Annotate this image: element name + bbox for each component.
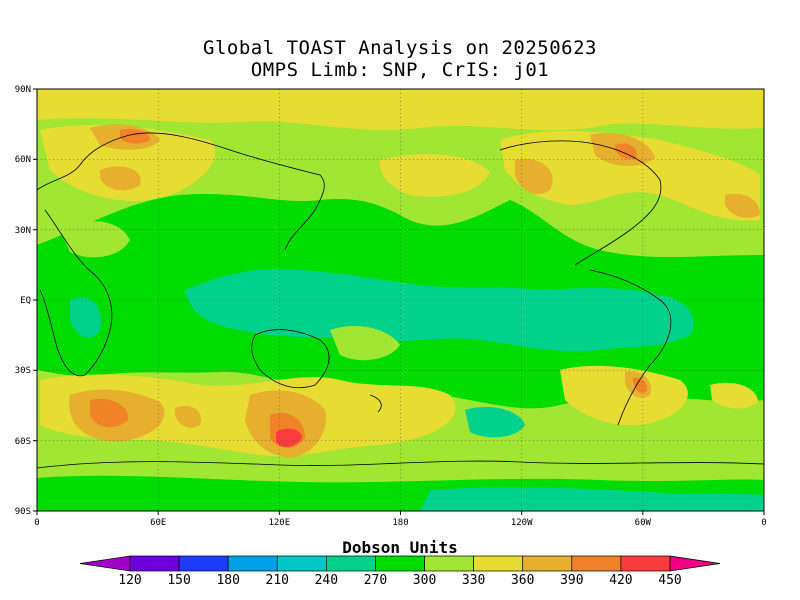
colorbar-label: 270 <box>364 573 387 588</box>
field-360-southamerica <box>560 365 688 426</box>
colorbar-swatch <box>620 555 671 572</box>
coastline-south-america <box>589 269 672 426</box>
colorbar-label: 120 <box>118 573 141 588</box>
colorbar-label: 240 <box>315 573 338 588</box>
coastline-australia <box>251 329 330 389</box>
colorbar-swatch <box>424 555 474 572</box>
coastlines <box>37 132 764 469</box>
colorbar: 120 150 180 210 240 270 300 330 360 390 420 450 <box>79 555 721 588</box>
ozone-field <box>37 89 764 511</box>
lon-label-60w: 60W <box>635 518 652 528</box>
colorbar-swatch <box>178 555 229 572</box>
colorbar-swatch <box>522 555 573 572</box>
field-420-southindian <box>90 398 129 428</box>
colorbar-label: 180 <box>216 573 239 588</box>
field-420-europe <box>120 128 150 144</box>
colorbar-label: 420 <box>609 573 632 588</box>
colorbar-swatch <box>129 555 180 572</box>
colorbar-swatch <box>473 555 524 572</box>
field-270-south-pacific <box>465 406 525 438</box>
coastline-north-america <box>499 140 662 266</box>
colorbar-swatch <box>326 555 376 572</box>
lon-label-120w: 120W <box>511 518 533 528</box>
colorbar-swatch <box>276 555 327 572</box>
lat-label-60s: 60S <box>15 437 31 447</box>
field-390-alaska <box>515 159 553 195</box>
colorbar-label: 150 <box>167 573 190 588</box>
field-270-africa <box>70 297 101 338</box>
lon-label-60e: 60E <box>150 518 166 528</box>
colorbar-label: 360 <box>511 573 534 588</box>
coastline-eurasia <box>37 132 325 251</box>
field-360-pacific <box>379 154 490 197</box>
field-360-america <box>500 130 760 221</box>
field-390-asia <box>100 166 141 191</box>
chart-title-line2: OMPS Limb: SNP, CrIS: j01 <box>250 59 550 81</box>
lon-label-0-left: 0 <box>34 518 39 528</box>
colorbar-label: 210 <box>266 573 289 588</box>
colorbar-arrow-low <box>79 555 131 572</box>
colorbar-swatch <box>227 555 278 572</box>
field-420-canada <box>615 143 637 160</box>
coastline-new-zealand <box>369 394 382 413</box>
field-270-tropics <box>185 268 694 352</box>
colorbar-swatch <box>571 555 622 572</box>
colorbar-title: Dobson Units <box>342 538 458 557</box>
field-360-eurasia <box>40 125 216 201</box>
lon-label-0-right: 0 <box>761 518 766 528</box>
field-390-atlantic <box>725 193 760 218</box>
lat-label-90n: 90N <box>15 85 31 95</box>
colorbar-swatch <box>375 555 425 572</box>
chart-title-line1: Global TOAST Analysis on 20250623 <box>203 37 597 59</box>
colorbar-label: 390 <box>560 573 583 588</box>
lon-label-120e: 120E <box>268 518 290 528</box>
field-270-antarctic <box>420 487 764 511</box>
colorbar-label: 300 <box>413 573 436 588</box>
field-450-max <box>276 428 302 447</box>
lon-label-180: 180 <box>392 518 408 528</box>
lat-label-30s: 30S <box>15 366 31 376</box>
field-420-argentina <box>633 377 648 393</box>
lat-label-60n: 60N <box>15 155 31 165</box>
field-330-africa-north <box>60 221 130 258</box>
lat-ticks <box>33 88 37 512</box>
colorbar-label: 330 <box>462 573 485 588</box>
coastline-africa <box>39 209 113 377</box>
colorbar-label: 450 <box>658 573 681 588</box>
lon-ticks <box>36 511 765 515</box>
colorbar-arrow-high <box>669 555 721 572</box>
field-360-southatlantic <box>710 382 758 409</box>
lat-label-eq: EQ <box>20 296 31 306</box>
coastline-antarctica <box>37 460 764 469</box>
lat-label-30n: 30N <box>15 226 31 236</box>
field-330-pacific-sw <box>330 325 400 361</box>
lat-label-90s: 90S <box>15 507 31 517</box>
field-390-south-mid <box>175 405 201 428</box>
